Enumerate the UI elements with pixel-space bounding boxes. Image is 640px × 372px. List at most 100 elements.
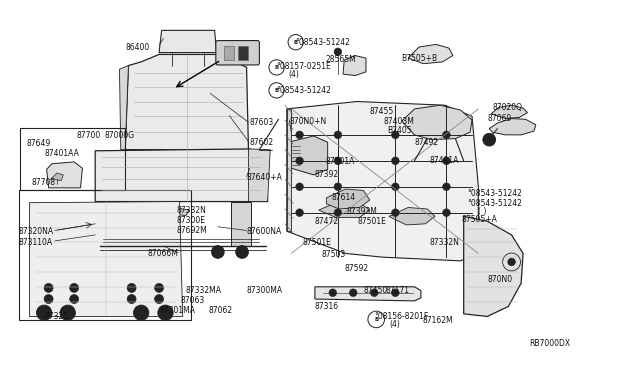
Text: 87455: 87455	[370, 108, 394, 116]
Text: B: B	[275, 88, 278, 93]
Polygon shape	[51, 173, 63, 180]
Text: 87640+A: 87640+A	[246, 173, 282, 182]
Text: °08543-51242: °08543-51242	[467, 199, 522, 208]
Text: 87603: 87603	[250, 119, 274, 128]
Bar	[224, 46, 234, 60]
Polygon shape	[248, 149, 270, 202]
Circle shape	[334, 131, 342, 139]
Polygon shape	[489, 119, 536, 135]
Text: 87649: 87649	[26, 139, 51, 148]
Circle shape	[60, 305, 76, 320]
Circle shape	[236, 246, 248, 258]
Circle shape	[392, 183, 399, 190]
Circle shape	[443, 209, 451, 217]
Text: °08543-51242: °08543-51242	[467, 189, 522, 198]
Polygon shape	[159, 31, 216, 52]
Circle shape	[296, 131, 303, 139]
Circle shape	[392, 289, 399, 296]
Text: 87066M: 87066M	[148, 249, 179, 258]
Polygon shape	[47, 162, 83, 188]
Text: B7505+B: B7505+B	[402, 54, 438, 62]
Circle shape	[334, 157, 342, 165]
Circle shape	[296, 157, 303, 165]
Polygon shape	[315, 287, 421, 301]
Circle shape	[349, 289, 357, 296]
Polygon shape	[230, 202, 251, 246]
Polygon shape	[389, 208, 435, 225]
Text: °08157-0251E: °08157-0251E	[276, 62, 332, 71]
Circle shape	[134, 305, 149, 320]
Polygon shape	[287, 109, 291, 231]
Circle shape	[443, 157, 451, 165]
Text: 87472: 87472	[315, 217, 339, 226]
Text: °08543-51242: °08543-51242	[296, 38, 351, 47]
Polygon shape	[29, 202, 182, 317]
Circle shape	[155, 295, 164, 304]
Text: 87503: 87503	[321, 250, 346, 259]
Text: 87332MA: 87332MA	[186, 286, 222, 295]
Text: RB7000DX: RB7000DX	[529, 339, 571, 348]
Circle shape	[158, 305, 173, 320]
Circle shape	[70, 295, 79, 304]
Text: 87501A: 87501A	[325, 157, 355, 166]
Text: B7405: B7405	[387, 126, 412, 135]
Circle shape	[155, 283, 164, 292]
Text: 87162M: 87162M	[422, 316, 453, 325]
Circle shape	[392, 209, 399, 217]
Text: 87700: 87700	[76, 131, 100, 141]
Text: 86400: 86400	[125, 42, 150, 51]
Text: 87501E: 87501E	[357, 217, 386, 226]
Text: 87063: 87063	[180, 296, 205, 305]
Polygon shape	[343, 55, 366, 76]
Polygon shape	[326, 189, 370, 209]
Polygon shape	[402, 105, 472, 140]
Bar	[19, 190, 191, 320]
FancyBboxPatch shape	[216, 41, 259, 65]
Text: 870N0+N: 870N0+N	[289, 117, 326, 126]
Polygon shape	[172, 208, 189, 216]
Text: 87332N: 87332N	[430, 238, 460, 247]
Text: B: B	[374, 317, 378, 322]
Text: 87332N: 87332N	[176, 206, 206, 215]
Circle shape	[334, 48, 342, 56]
Text: 87300E: 87300E	[176, 216, 205, 225]
Text: 87401AA: 87401AA	[44, 149, 79, 158]
Polygon shape	[464, 217, 523, 317]
Polygon shape	[125, 54, 248, 150]
Circle shape	[392, 131, 399, 139]
Text: 87401A: 87401A	[430, 156, 460, 165]
Bar	[238, 46, 248, 60]
Circle shape	[329, 289, 337, 296]
Text: B: B	[275, 65, 278, 70]
Circle shape	[127, 295, 136, 304]
Text: 87320NA: 87320NA	[19, 227, 54, 236]
Circle shape	[127, 283, 136, 292]
Text: (4): (4)	[389, 321, 400, 330]
Text: 87316: 87316	[315, 302, 339, 311]
Circle shape	[296, 183, 303, 190]
Circle shape	[135, 246, 148, 258]
Text: 87300MA: 87300MA	[246, 286, 283, 295]
Circle shape	[443, 183, 451, 190]
Text: 87069: 87069	[487, 114, 511, 123]
Text: 87692M: 87692M	[176, 226, 207, 235]
Circle shape	[113, 246, 125, 258]
Text: °08543-51242: °08543-51242	[276, 86, 332, 95]
Text: 87301MA: 87301MA	[159, 307, 195, 315]
Circle shape	[70, 283, 79, 292]
Polygon shape	[408, 44, 453, 64]
Text: 87492: 87492	[415, 138, 438, 147]
Text: 87602: 87602	[250, 138, 274, 147]
Polygon shape	[491, 105, 527, 119]
Text: 87614: 87614	[332, 193, 356, 202]
Polygon shape	[319, 203, 370, 218]
Circle shape	[211, 246, 224, 258]
Polygon shape	[291, 136, 328, 175]
Text: 87450: 87450	[364, 286, 388, 295]
Text: 870N0: 870N0	[487, 275, 513, 284]
Text: (4): (4)	[288, 70, 299, 79]
Text: 873110A: 873110A	[19, 238, 52, 247]
Text: 87020Q: 87020Q	[492, 103, 522, 112]
Text: 87708: 87708	[31, 178, 56, 187]
Circle shape	[392, 157, 399, 165]
